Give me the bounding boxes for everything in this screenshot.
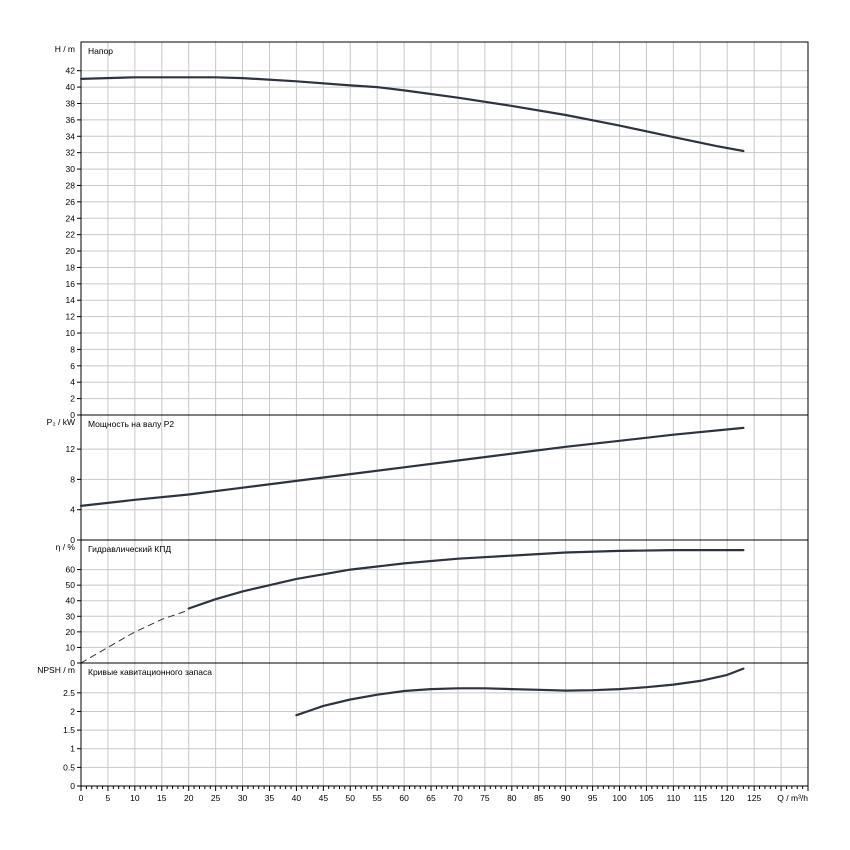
panel-frame xyxy=(80,662,809,787)
y-tick-label: 0 xyxy=(70,410,75,420)
y-tick-label: 2 xyxy=(70,394,75,404)
x-axis-label: Q / m³/h xyxy=(777,793,808,803)
series-line xyxy=(79,426,745,507)
y-tick-label: 38 xyxy=(66,98,76,108)
panel-frame xyxy=(80,41,809,416)
y-tick-label: 2 xyxy=(70,706,75,716)
panel-2: 0 4 8 12 P₂ / kW Мощность на валу P2 xyxy=(47,414,809,545)
panel-4: 0 0.5 1 1.5 2 2.5 NPSH / m Кривые кавитационног… xyxy=(37,662,809,791)
x-tick-label: 50 xyxy=(346,793,356,803)
panel-frame xyxy=(80,539,809,664)
x-tick-label: 55 xyxy=(372,793,382,803)
x-tick-label: 95 xyxy=(588,793,598,803)
x-tick-label: 20 xyxy=(184,793,194,803)
y-tick-label: 40 xyxy=(66,596,76,606)
y-tick-label: 24 xyxy=(66,213,76,223)
y-axis-label: NPSH / m xyxy=(37,665,75,675)
x-tick-label: 15 xyxy=(157,793,167,803)
x-tick-label: 125 xyxy=(747,793,761,803)
y-tick-label: 20 xyxy=(66,246,76,256)
y-axis-label: H / m xyxy=(55,44,75,54)
panel-frame xyxy=(80,414,809,541)
y-tick-label: 2.5 xyxy=(63,688,75,698)
x-tick-label: 110 xyxy=(667,793,681,803)
y-tick-label: 36 xyxy=(66,115,76,125)
x-tick-label: 25 xyxy=(211,793,221,803)
y-tick-label: 12 xyxy=(66,444,76,454)
x-tick-label: 75 xyxy=(480,793,490,803)
y-tick-label: 12 xyxy=(66,312,76,322)
y-tick-label: 16 xyxy=(66,279,76,289)
x-tick-label: 35 xyxy=(265,793,275,803)
y-tick-label: 34 xyxy=(66,131,76,141)
y-tick-label: 0.5 xyxy=(63,762,75,772)
y-tick-label: 32 xyxy=(66,148,76,158)
y-tick-label: 42 xyxy=(66,66,76,76)
x-tick-label: 80 xyxy=(507,793,517,803)
x-tick-label: 45 xyxy=(319,793,329,803)
y-tick-label: 20 xyxy=(66,627,76,637)
y-tick-label: 60 xyxy=(66,565,76,575)
x-tick-label: 5 xyxy=(106,793,111,803)
x-tick-label: 120 xyxy=(720,793,734,803)
y-tick-label: 4 xyxy=(70,377,75,387)
x-tick-label: 65 xyxy=(426,793,436,803)
y-tick-label: 22 xyxy=(66,230,76,240)
y-tick-label: 0 xyxy=(70,535,75,545)
x-tick-label: 10 xyxy=(130,793,140,803)
y-tick-label: 18 xyxy=(66,262,76,272)
x-tick-label: 60 xyxy=(399,793,409,803)
x-tick-label: 115 xyxy=(694,793,708,803)
y-tick-label: 26 xyxy=(66,197,76,207)
y-tick-label: 8 xyxy=(70,344,75,354)
grid-lines xyxy=(81,42,808,786)
panel-title: Напор xyxy=(88,46,113,56)
series-line xyxy=(187,548,745,610)
y-tick-label: 0 xyxy=(70,781,75,791)
panel-title: Гидравлический КПД xyxy=(88,544,171,554)
x-tick-label: 70 xyxy=(453,793,463,803)
series-line xyxy=(295,667,745,717)
panel-3: 0 10 20 30 40 50 60 η / % Гидравлический КПД xyxy=(56,539,809,668)
x-tick-label: 40 xyxy=(292,793,302,803)
y-tick-label: 1 xyxy=(70,744,75,754)
x-tick-label: 30 xyxy=(238,793,248,803)
panel-title: Кривые кавитационного запаса xyxy=(88,667,212,677)
axes: 0 5 10 15 20 25 30 35 40 45 50 55 60 65 70 75 80 85 90 95 10… xyxy=(79,786,809,803)
y-tick-label: 1.5 xyxy=(63,725,75,735)
x-tick-label: 0 xyxy=(79,793,84,803)
series-line-dashed xyxy=(80,609,190,664)
x-tick-label: 90 xyxy=(561,793,571,803)
series-line xyxy=(79,76,745,153)
y-axis-label: η / % xyxy=(56,542,76,552)
y-axis-label: P₂ / kW xyxy=(47,417,75,427)
y-tick-label: 40 xyxy=(66,82,76,92)
panel-1: 024681012141618202224262830323436384042H… xyxy=(55,41,809,420)
y-tick-label: 30 xyxy=(66,164,76,174)
y-tick-label: 10 xyxy=(66,642,76,652)
y-tick-label: 6 xyxy=(70,361,75,371)
y-tick-label: 14 xyxy=(66,295,76,305)
y-tick-label: 8 xyxy=(70,474,75,484)
panel-title: Мощность на валу P2 xyxy=(88,419,174,429)
y-tick-label: 28 xyxy=(66,180,76,190)
y-tick-label: 50 xyxy=(66,580,76,590)
y-tick-label: 30 xyxy=(66,611,76,621)
y-tick-label: 4 xyxy=(70,505,75,515)
y-tick-label: 10 xyxy=(66,328,76,338)
y-tick-label: 0 xyxy=(70,658,75,668)
x-tick-label: 100 xyxy=(612,793,626,803)
x-tick-label: 85 xyxy=(534,793,544,803)
x-tick-label: 105 xyxy=(639,793,653,803)
